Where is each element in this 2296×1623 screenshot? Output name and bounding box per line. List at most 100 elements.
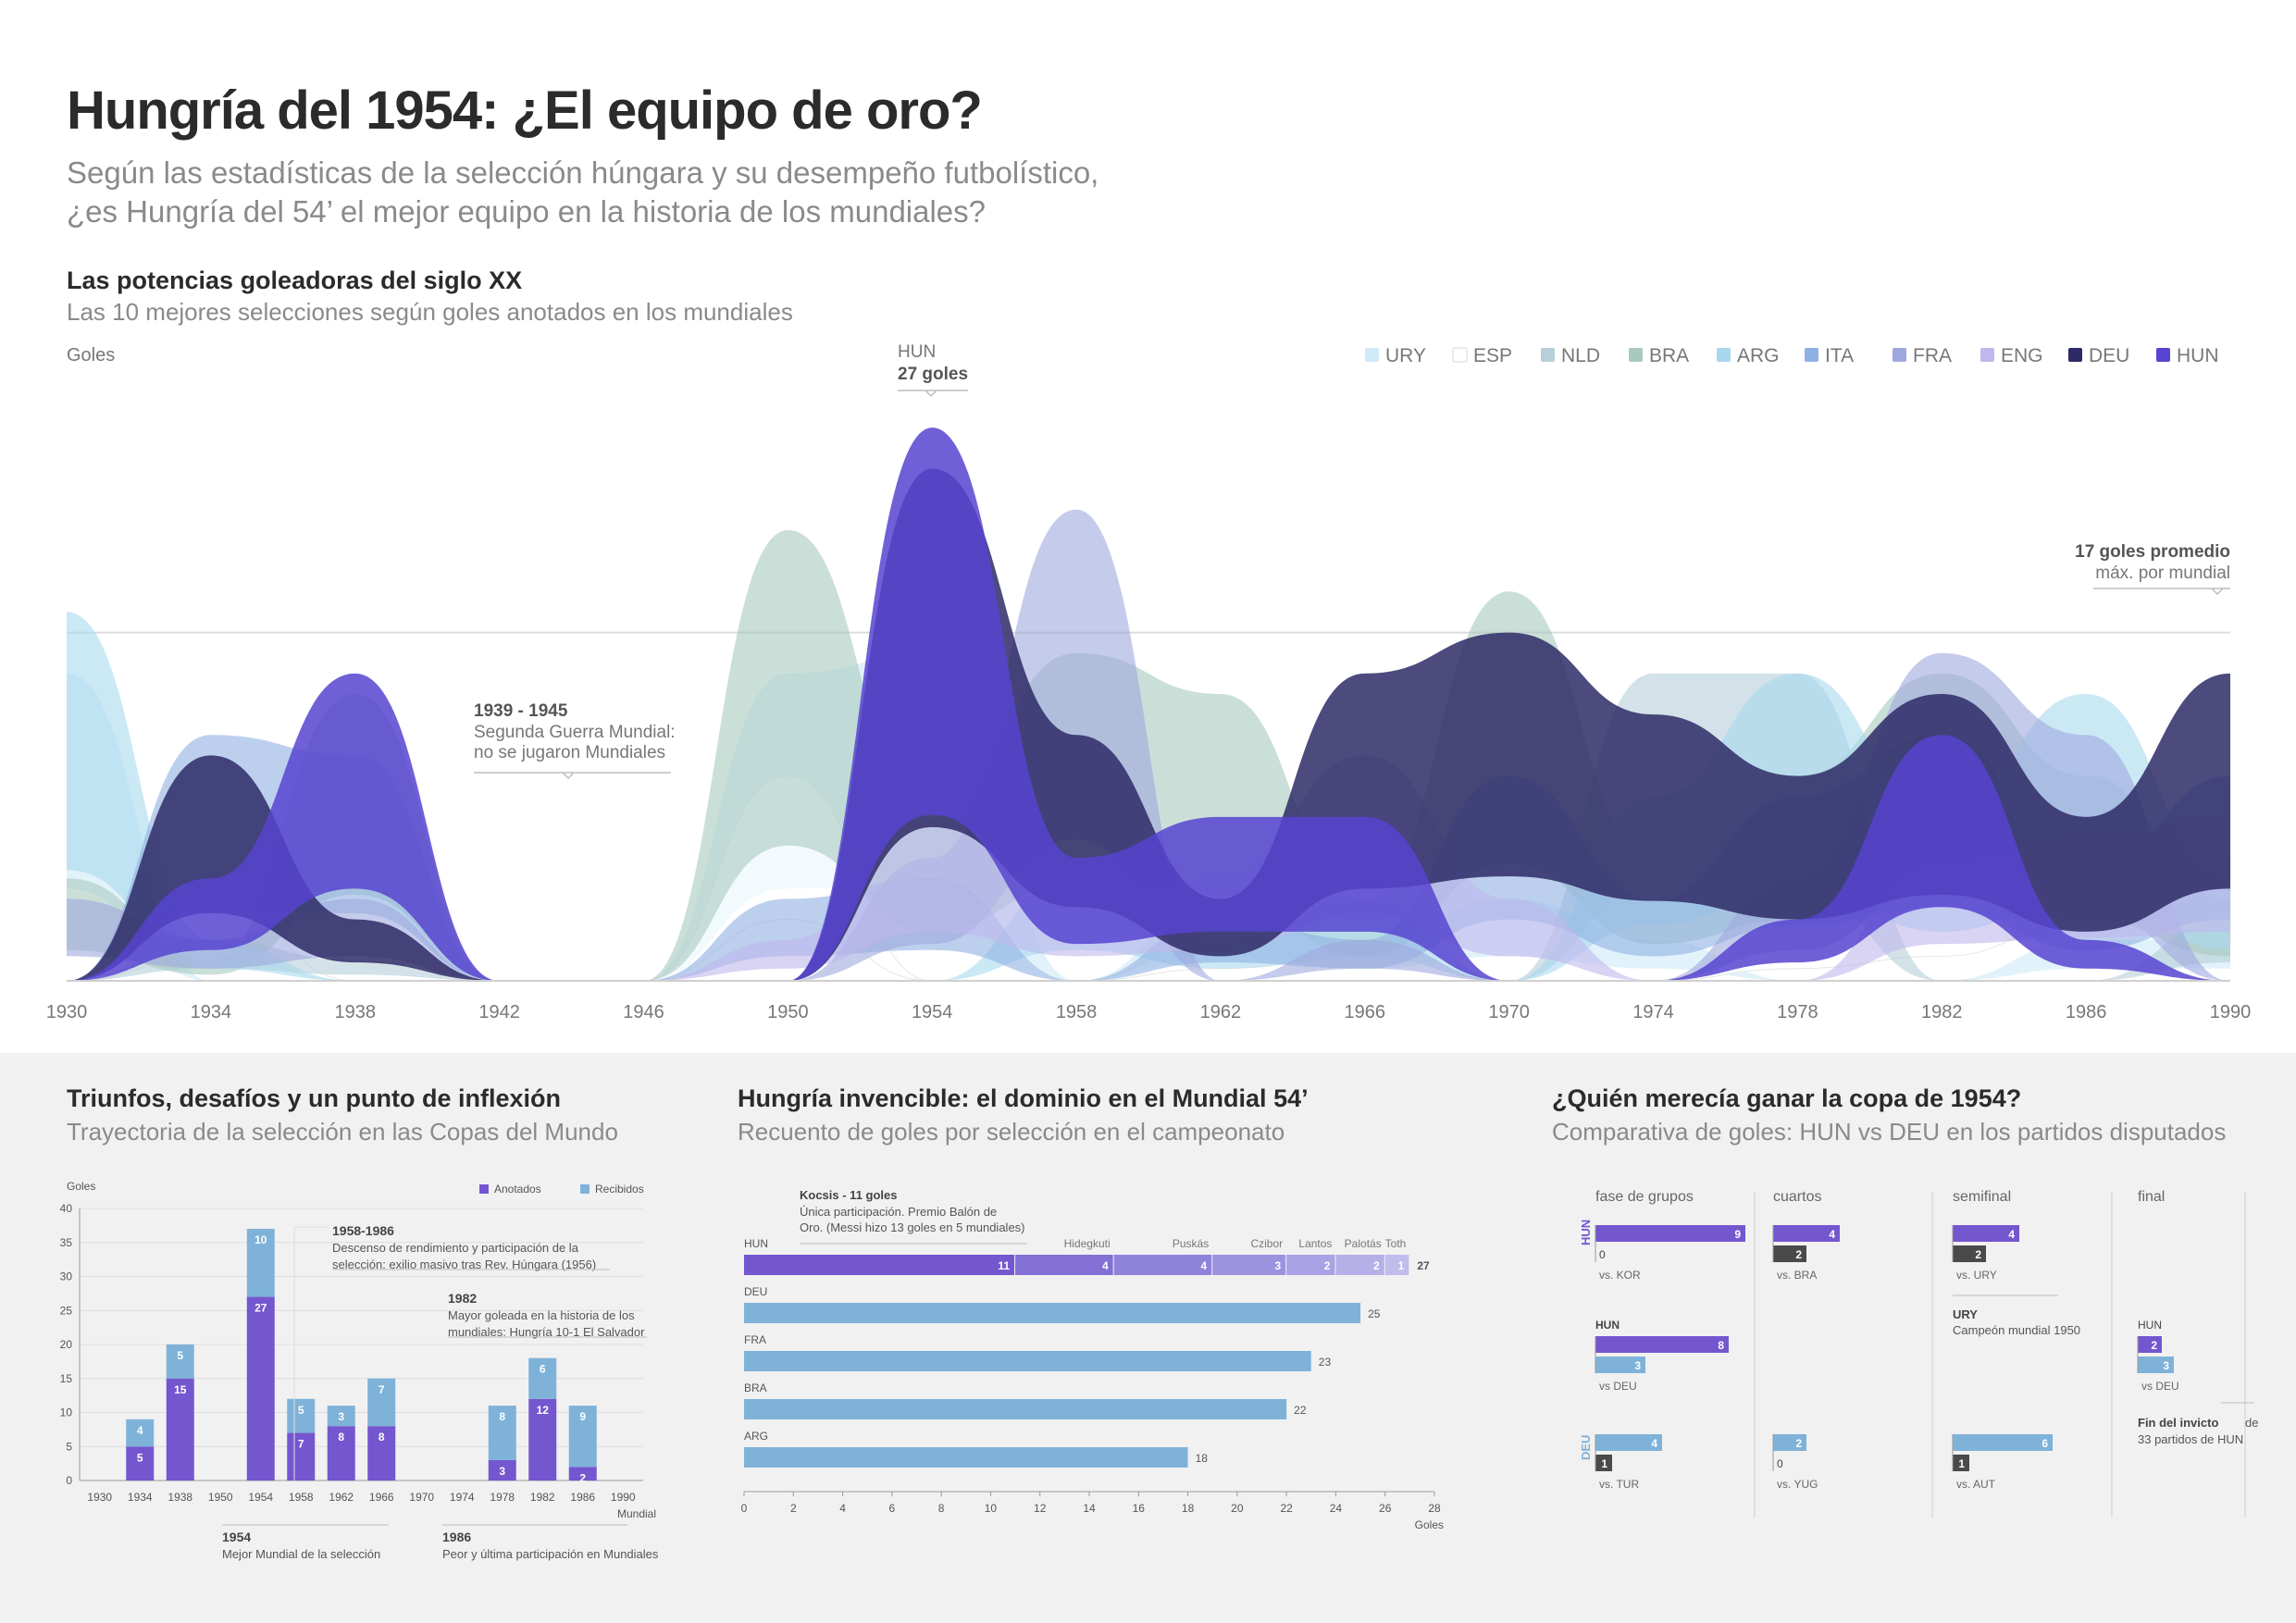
annotation-1958-line: Descenso de rendimiento y participación … <box>332 1241 579 1255</box>
y-tick-label: 10 <box>60 1406 73 1419</box>
bar-label-scored: 5 <box>137 1451 143 1464</box>
x-tick-label: 1958 <box>289 1491 314 1504</box>
wwii-annotation-title: 1939 - 1945 <box>474 701 568 721</box>
stream-hun <box>67 427 2230 982</box>
segment-value: 3 <box>1274 1259 1281 1272</box>
x-tick-label: 12 <box>1034 1502 1047 1515</box>
stage-label: fase de grupos <box>1595 1189 1694 1205</box>
x-tick-label: 20 <box>1231 1502 1244 1515</box>
y-tick-label: 20 <box>60 1338 73 1351</box>
player-label: Puskás <box>1173 1237 1209 1250</box>
bar-scored <box>488 1459 516 1481</box>
match-bar-against <box>1595 1357 1645 1373</box>
bar-scored <box>568 1467 597 1481</box>
bar-label-conceded: 7 <box>379 1383 385 1396</box>
legend-swatch-nld <box>1541 348 1555 362</box>
legend-swatch-scored <box>479 1184 489 1194</box>
x-tick-label: 1978 <box>1777 1002 1818 1022</box>
legend-label-esp: ESP <box>1473 345 1512 366</box>
legend-swatch-fra <box>1893 348 1906 362</box>
match-value-against: 3 <box>1634 1359 1641 1372</box>
stream-chart-subtitle: Las 10 mejores selecciones según goles a… <box>67 298 793 326</box>
match-opponent-label: vs. KOR <box>1599 1269 1641 1282</box>
match-bar-for <box>1595 1225 1745 1242</box>
legend-label-arg: ARG <box>1737 345 1780 366</box>
legend-label-conceded: Recibidos <box>595 1183 644 1196</box>
trajectory-chart-title: Triunfos, desafíos y un punto de inflexi… <box>67 1084 562 1112</box>
match-team-label: HUN <box>1595 1319 1620 1332</box>
peak-label-bracket <box>898 390 968 398</box>
match-bar-against <box>2138 1357 2174 1373</box>
wwii-annotation-bracket <box>474 772 671 780</box>
y-tick-label: 0 <box>66 1474 72 1487</box>
bar-segment-toth <box>1384 1255 1409 1275</box>
x-tick-label: 26 <box>1379 1502 1392 1515</box>
bar-conceded <box>166 1344 194 1379</box>
match-team-label: HUN <box>2138 1319 2162 1332</box>
legend-label-hun: HUN <box>2177 345 2219 366</box>
x-tick-label: 8 <box>938 1502 945 1515</box>
bar-label-conceded: 5 <box>177 1349 183 1362</box>
x-tick-label: 0 <box>741 1502 748 1515</box>
team-label-arg: ARG <box>744 1430 768 1443</box>
match-value-for: 4 <box>2008 1228 2015 1241</box>
kocsis-annotation-line: Oro. (Messi hizo 13 goles en 5 mundiales… <box>800 1220 1025 1234</box>
x-tick-label: 1978 <box>490 1491 515 1504</box>
bar-conceded <box>126 1419 155 1447</box>
match-value-against: 1 <box>1958 1457 1965 1470</box>
bar-arg <box>744 1447 1188 1468</box>
bar-scored <box>166 1378 194 1481</box>
annotation-1986-line: Peor y última participación en Mundiales <box>442 1547 659 1561</box>
x-tick-label: 1986 <box>570 1491 595 1504</box>
segment-value: 2 <box>1324 1259 1331 1272</box>
x-tick-label: 18 <box>1182 1502 1195 1515</box>
legend-label-ury: URY <box>1385 345 1426 366</box>
bar-conceded <box>246 1229 275 1297</box>
legend-label-ita: ITA <box>1825 345 1854 366</box>
legend-label-deu: DEU <box>2089 345 2129 366</box>
bar-segment-czibor <box>1212 1255 1286 1275</box>
bar-segment-puskás <box>1113 1255 1212 1275</box>
bar-label-scored: 3 <box>499 1465 505 1478</box>
final-annotation-title: Fin del invicto <box>2138 1416 2218 1430</box>
subtitle-line: Según las estadísticas de la selección h… <box>67 155 1099 190</box>
match-opponent-label: vs. YUG <box>1777 1478 1818 1491</box>
player-label: Toth <box>1385 1237 1407 1250</box>
bar-conceded <box>287 1398 316 1433</box>
legend-label-fra: FRA <box>1913 345 1952 366</box>
match-bar-for <box>1595 1336 1729 1353</box>
legend-label-nld: NLD <box>1561 345 1600 366</box>
player-label: Palotás <box>1345 1237 1382 1250</box>
bar-label-scored: 2 <box>579 1471 586 1484</box>
match-bar-for <box>1953 1434 2053 1451</box>
x-tick-label: 24 <box>1330 1502 1343 1515</box>
bar-label-scored: 8 <box>338 1431 344 1443</box>
team-label-hun: HUN <box>744 1237 768 1250</box>
match-value-against: 2 <box>1795 1248 1802 1261</box>
kocsis-annotation-line: Única participación. Premio Balón de <box>800 1205 997 1219</box>
bar-total-label: 27 <box>1417 1259 1430 1272</box>
bar-scored <box>528 1398 557 1481</box>
legend-swatch-conceded <box>580 1184 590 1194</box>
x-tick-label: 1934 <box>191 1002 232 1022</box>
annotation-1958-line: selección: exilio masivo tras Rev. Húnga… <box>332 1258 596 1271</box>
bar-segment-lantos <box>1286 1255 1335 1275</box>
bar-deu <box>744 1303 1361 1323</box>
match-value-against: 3 <box>2163 1359 2169 1372</box>
bar-scored <box>287 1432 316 1481</box>
x-tick-label: 1986 <box>2066 1002 2107 1022</box>
bar-fra <box>744 1351 1311 1371</box>
x-tick-label: 1990 <box>2210 1002 2252 1022</box>
match-bar-for <box>1773 1225 1840 1242</box>
dominance-chart-title: Hungría invencible: el dominio en el Mun… <box>738 1084 1309 1112</box>
match-value-for: 8 <box>1718 1339 1724 1352</box>
match-bar-for <box>1773 1434 1806 1451</box>
bar-scored <box>367 1426 396 1481</box>
bar-label-scored: 8 <box>379 1431 385 1443</box>
bar-label-scored: 15 <box>174 1383 187 1396</box>
x-tick-label: 28 <box>1428 1502 1441 1515</box>
legend-label-bra: BRA <box>1649 345 1689 366</box>
y-axis-label: Goles <box>67 1180 95 1193</box>
x-tick-label: 1962 <box>1200 1002 1242 1022</box>
x-tick-label: 1950 <box>767 1002 809 1022</box>
